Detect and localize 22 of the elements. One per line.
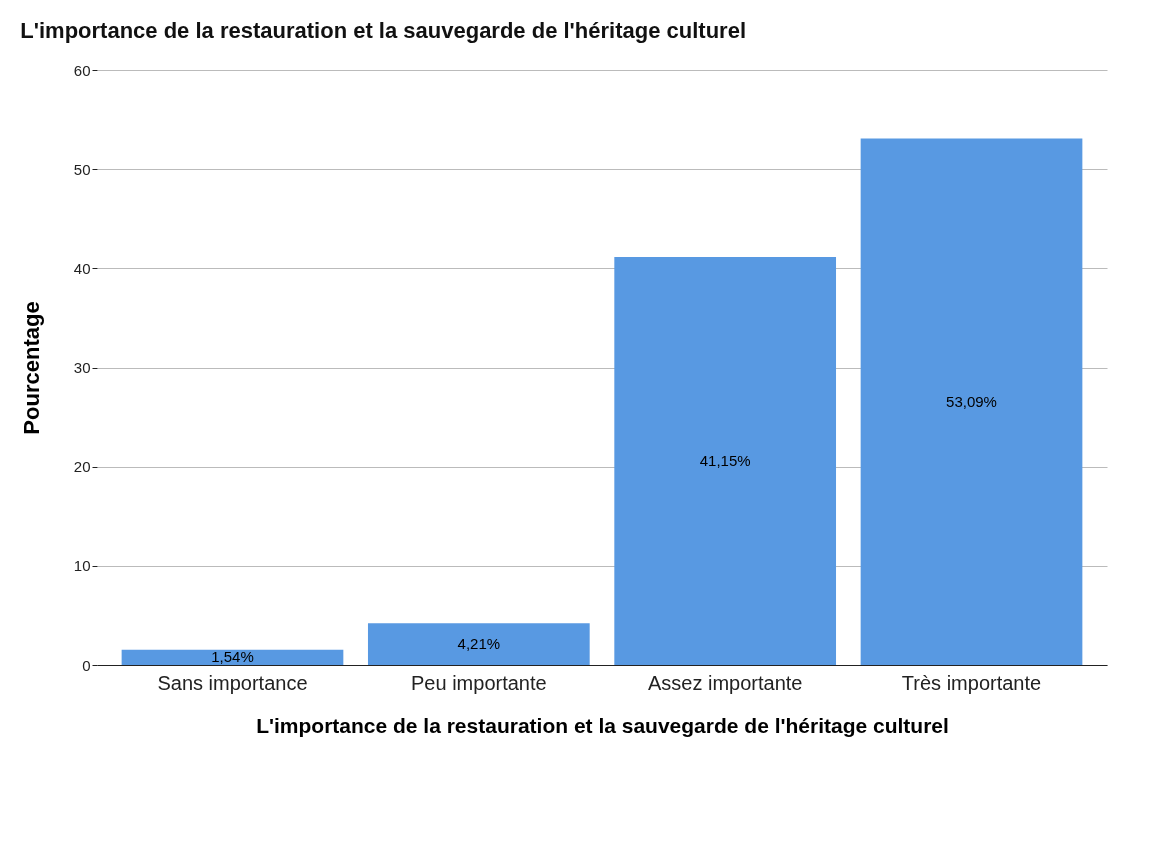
y-tick-label: 0 bbox=[82, 656, 91, 674]
x-axis-title: L'importance de la restauration et la sauvegarde de l'héritage culturel bbox=[256, 713, 949, 737]
x-tick-label: Peu importante bbox=[411, 671, 547, 694]
bar bbox=[121, 649, 344, 665]
bar bbox=[614, 256, 837, 665]
y-tick-label: 30 bbox=[73, 359, 91, 376]
y-tick-label: 50 bbox=[73, 160, 91, 178]
data-label: 1,54% bbox=[211, 648, 254, 666]
y-tick-label: 60 bbox=[73, 61, 91, 79]
data-label: 4,21% bbox=[457, 635, 501, 653]
y-tick-label: 10 bbox=[73, 557, 91, 575]
bar bbox=[367, 623, 590, 665]
x-tick-label: Très importante bbox=[901, 671, 1042, 694]
bar bbox=[860, 138, 1083, 665]
data-label: 53,09% bbox=[946, 392, 997, 410]
y-tick-label: 40 bbox=[73, 259, 91, 277]
x-tick-label: Assez importante bbox=[647, 671, 803, 694]
x-tick-label: Sans importance bbox=[157, 671, 308, 694]
data-label: 41,15% bbox=[699, 451, 751, 469]
y-tick-label: 20 bbox=[73, 458, 91, 476]
y-axis-title: Pourcentage bbox=[18, 301, 44, 435]
chart-title: L'importance de la restauration et la sauvegarde de l'héritage culturel bbox=[20, 18, 747, 43]
